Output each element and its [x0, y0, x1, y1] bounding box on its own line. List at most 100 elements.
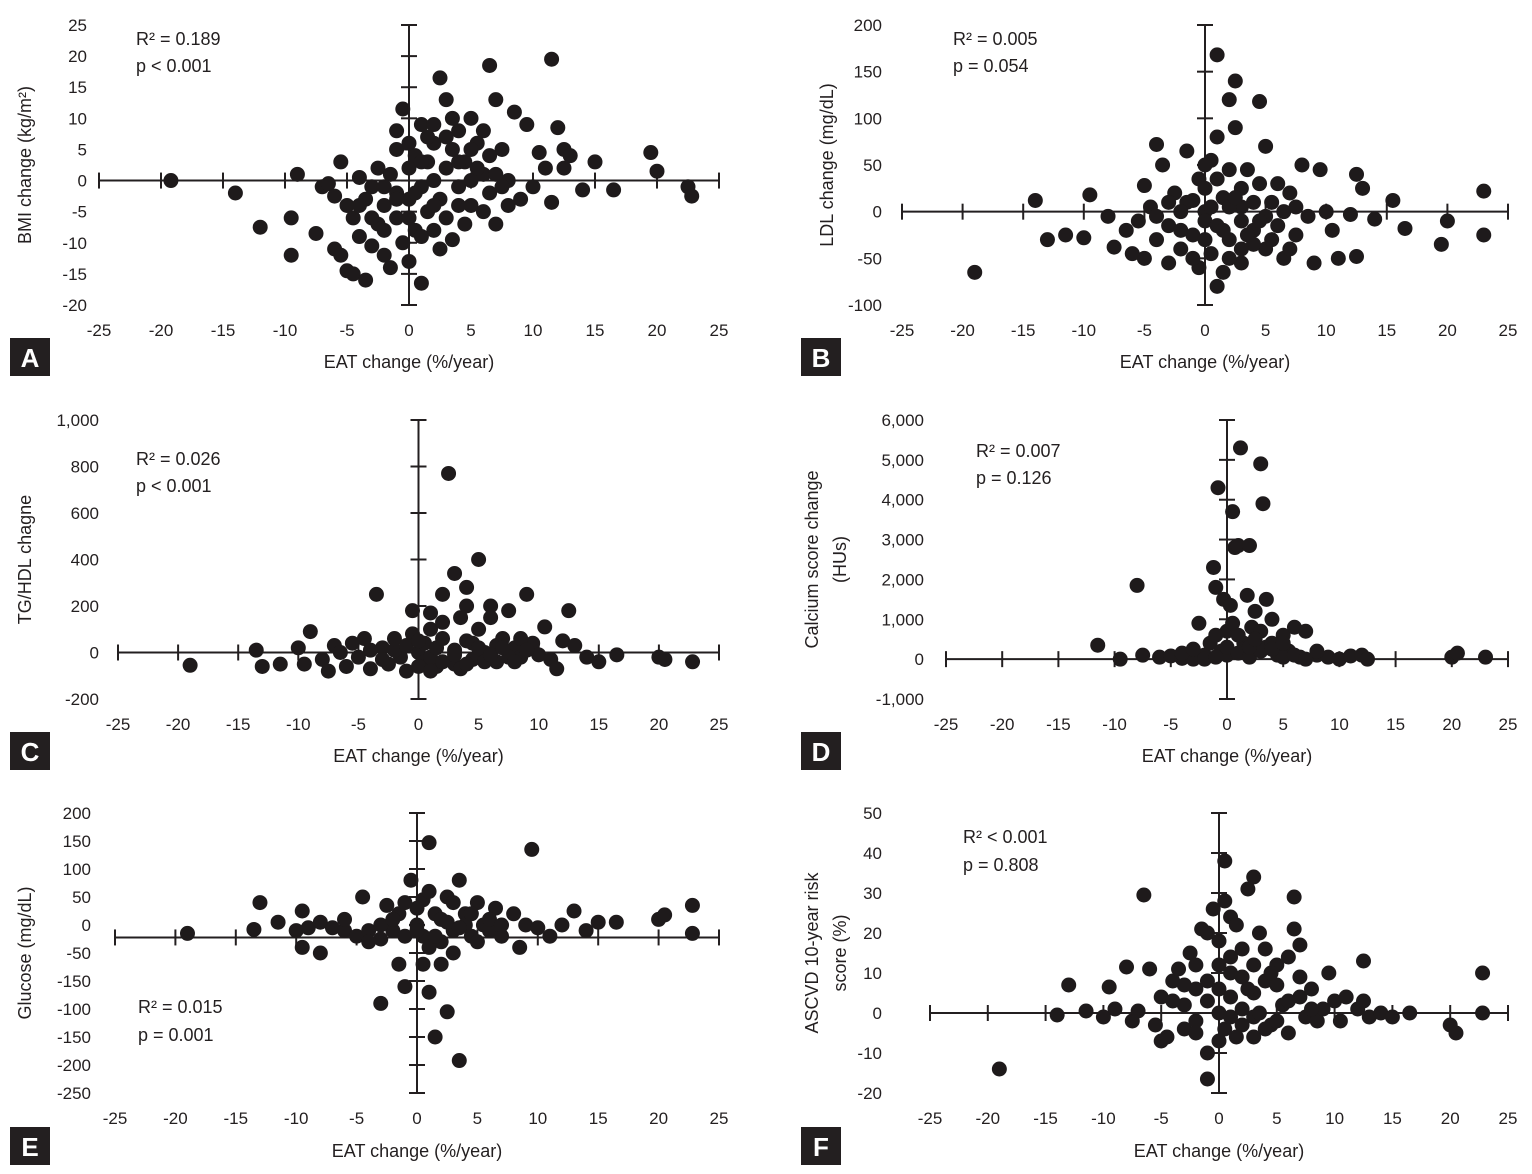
data-point — [1343, 648, 1359, 664]
data-point — [358, 272, 374, 288]
data-point — [248, 642, 264, 658]
data-point — [519, 117, 535, 133]
data-point — [403, 872, 419, 888]
x-tick-label: 20 — [649, 1109, 668, 1128]
x-tick-label: 5 — [1272, 1109, 1281, 1128]
data-point — [432, 70, 448, 86]
data-point — [544, 194, 560, 210]
x-tick-label: 15 — [586, 321, 605, 340]
data-point — [252, 895, 268, 911]
data-point — [386, 631, 402, 647]
data-point — [409, 900, 425, 916]
data-point — [1476, 227, 1492, 243]
data-point — [531, 145, 547, 161]
data-point — [1232, 440, 1248, 456]
x-tick-label: 15 — [1386, 715, 1405, 734]
data-point — [1188, 1025, 1204, 1041]
y-tick-label: 0 — [82, 916, 91, 935]
data-point — [379, 897, 395, 913]
data-point — [1221, 162, 1237, 178]
y-tick-label: -15 — [62, 265, 87, 284]
x-tick-label: 10 — [524, 321, 543, 340]
data-point — [1215, 264, 1231, 280]
data-point — [376, 222, 392, 238]
panel-letter: F — [813, 1132, 829, 1162]
data-point — [401, 160, 417, 176]
data-point — [1176, 977, 1192, 993]
data-point — [1227, 73, 1243, 89]
y-tick-label: 800 — [71, 458, 99, 477]
data-point — [684, 188, 700, 204]
data-point — [991, 1061, 1007, 1077]
y-tick-label: -5 — [72, 203, 87, 222]
data-point — [1251, 925, 1267, 941]
x-tick-label: -10 — [273, 321, 298, 340]
data-point — [272, 656, 288, 672]
x-tick-label: 5 — [1278, 715, 1287, 734]
y-tick-label: 600 — [71, 504, 99, 523]
data-point — [344, 635, 360, 651]
data-point — [438, 129, 454, 145]
data-point — [395, 101, 411, 117]
x-tick-label: -20 — [166, 715, 191, 734]
data-point — [1331, 651, 1347, 667]
x-tick-label: -25 — [934, 715, 959, 734]
x-tick-label: -5 — [1154, 1109, 1169, 1128]
data-point — [513, 631, 529, 647]
data-point — [438, 92, 454, 108]
data-point — [296, 656, 312, 672]
data-point — [1298, 651, 1314, 667]
panel-f: -25 -20 -15 -10 -5 0 5 10 15 20 25 -20 -10 0 10 20 30 40 5… — [801, 804, 1517, 1165]
p-value-label: p = 0.001 — [138, 1025, 214, 1045]
data-point — [1173, 204, 1189, 220]
data-point — [1152, 649, 1168, 665]
data-point — [475, 204, 491, 220]
data-point — [1199, 973, 1215, 989]
x-tick-label: 20 — [1438, 321, 1457, 340]
data-points — [1090, 440, 1494, 667]
y-tick-label: 100 — [63, 860, 91, 879]
data-point — [507, 654, 523, 670]
data-point — [1090, 637, 1106, 653]
data-point — [1222, 597, 1238, 613]
y-axis-title: Glucose (mg/dL) — [15, 886, 35, 1019]
data-point — [288, 923, 304, 939]
data-point — [426, 197, 442, 213]
x-tick-label: 25 — [1499, 321, 1518, 340]
data-point — [482, 185, 498, 201]
data-point — [1209, 129, 1225, 145]
panel-badge — [10, 338, 50, 376]
panel-letter: E — [21, 1132, 38, 1162]
x-tick-label: 25 — [710, 715, 729, 734]
panel-c: -25 -20 -15 -10 -5 0 5 10 15 20 25 -200 0 200 400 600 80… — [10, 411, 728, 770]
y-tick-label: 0 — [873, 1004, 882, 1023]
data-point — [463, 110, 479, 126]
data-point — [385, 923, 401, 939]
data-point — [1211, 957, 1227, 973]
data-point — [609, 647, 625, 663]
data-point — [561, 603, 577, 619]
data-point — [1199, 993, 1215, 1009]
data-point — [1153, 989, 1169, 1005]
data-point — [427, 1029, 443, 1045]
data-point — [320, 663, 336, 679]
x-tick-label: 10 — [529, 715, 548, 734]
data-point — [435, 614, 451, 630]
data-point — [1223, 1009, 1239, 1025]
data-point — [1402, 1005, 1418, 1021]
data-point — [471, 640, 487, 656]
data-point — [1280, 949, 1296, 965]
data-point — [463, 197, 479, 213]
data-point — [1234, 1017, 1250, 1033]
data-point — [1439, 213, 1455, 229]
data-point — [1397, 220, 1413, 236]
x-tick-label: -20 — [976, 1109, 1001, 1128]
p-value-label: p < 0.001 — [136, 56, 212, 76]
panel-badge — [801, 338, 841, 376]
x-tick-label: -25 — [87, 321, 112, 340]
y-tick-label: 30 — [863, 884, 882, 903]
data-point — [1185, 227, 1201, 243]
data-point — [475, 123, 491, 139]
data-point — [1078, 1003, 1094, 1019]
x-tick-label: 25 — [710, 321, 729, 340]
